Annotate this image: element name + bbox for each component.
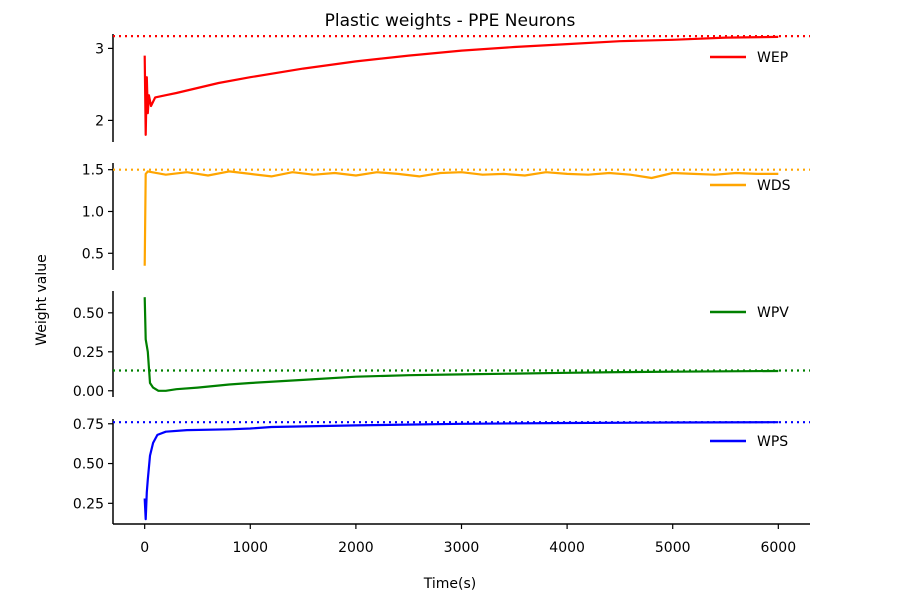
x-tick-label: 0 [140, 540, 149, 556]
x-axis-label: Time(s) [423, 576, 476, 592]
panel-wep: 2 3 WEP [95, 34, 810, 142]
legend-label: WEP [757, 50, 788, 66]
y-tick-label: 2 [95, 113, 104, 129]
y-tick-label: 1.0 [82, 204, 104, 220]
y-tick-label: 0.50 [73, 457, 104, 473]
panel-wps: 0.25 0.50 0.75 WPS [73, 417, 810, 524]
x-tick-label: 1000 [232, 540, 268, 556]
legend-label: WPV [757, 305, 789, 321]
panel-wpv: 0.00 0.25 0.50 WPV [73, 291, 810, 400]
series-line [143, 421, 779, 521]
y-tick-label: 0.5 [82, 246, 104, 262]
y-tick-label: 3 [95, 41, 104, 57]
y-tick-label: 0.00 [73, 384, 104, 400]
x-tick-label: 2000 [338, 540, 374, 556]
x-tick-label: 5000 [655, 540, 691, 556]
legend-label: WPS [757, 434, 788, 450]
x-tick-label: 3000 [444, 540, 480, 556]
series-line [143, 35, 779, 136]
x-tick-label: 4000 [549, 540, 585, 556]
y-axis-label: Weight value [34, 254, 50, 345]
y-tick-label: 1.5 [82, 163, 104, 179]
series-line [143, 297, 779, 392]
chart-title: Plastic weights - PPE Neurons [325, 11, 576, 31]
panels-layer: 0 1000 2000 3000 4000 5000 6000 2 3 WEP 0.5 1.0 1.5 W… [73, 34, 810, 556]
panel-wds: 0.5 1.0 1.5 WDS [82, 163, 810, 270]
y-tick-label: 0.50 [73, 306, 104, 322]
y-tick-label: 0.25 [73, 345, 104, 361]
y-tick-label: 0.25 [73, 496, 104, 512]
x-tick-label: 6000 [760, 540, 796, 556]
series-line [143, 170, 779, 266]
y-tick-label: 0.75 [73, 417, 104, 433]
legend-label: WDS [757, 178, 791, 194]
